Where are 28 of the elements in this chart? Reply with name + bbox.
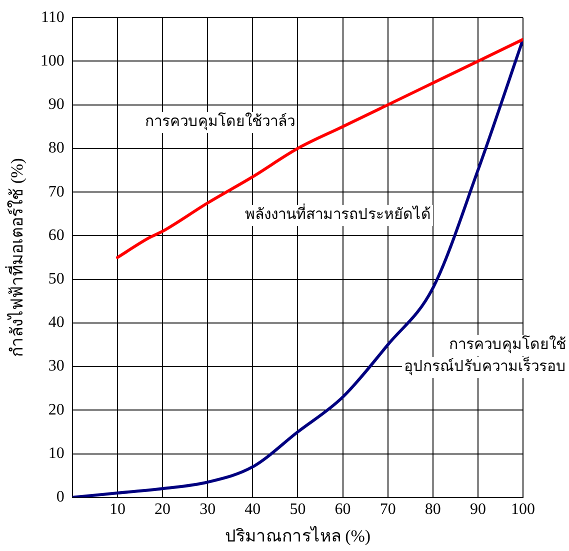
y-tick-label: 80 bbox=[48, 140, 64, 157]
annotation: พลังงานที่สามารถประหยัดได้ bbox=[245, 202, 431, 223]
x-tick-label: 90 bbox=[470, 501, 486, 518]
y-tick-label: 20 bbox=[48, 401, 64, 418]
y-axis-title: กำลังไฟฟ้าที่มอเตอร์ใช้ (%) bbox=[4, 158, 27, 357]
y-tick-label: 110 bbox=[40, 8, 64, 26]
y-tick-label: 30 bbox=[48, 358, 64, 375]
y-tick-label: 60 bbox=[48, 226, 64, 244]
y-tick-label: 0 bbox=[56, 488, 64, 506]
line-series bbox=[116, 38, 523, 259]
y-tick-label: 100 bbox=[40, 52, 64, 70]
x-tick-label: 50 bbox=[290, 501, 306, 518]
x-tick-label: 30 bbox=[200, 501, 216, 518]
y-tick-label: 40 bbox=[48, 314, 64, 332]
x-tick-label: 60 bbox=[334, 501, 351, 518]
x-tick-label: 10 bbox=[109, 501, 126, 518]
annotation: การควบคุมโดยใช้ อุปกรณ์ปรับความเร็วรอบ bbox=[404, 334, 566, 376]
x-tick-label: 20 bbox=[154, 501, 171, 518]
x-tick-label: 80 bbox=[424, 501, 441, 518]
x-tick-label: 40 bbox=[244, 501, 261, 518]
x-tick-label: 100 bbox=[511, 501, 535, 518]
x-tick-label: 70 bbox=[380, 501, 396, 518]
y-tick-label: 10 bbox=[48, 444, 64, 462]
y-tick-label: 90 bbox=[48, 96, 64, 114]
y-tick-label: 70 bbox=[48, 183, 64, 200]
x-axis-title: ปริมาณการไหล (%) bbox=[224, 525, 371, 546]
annotation: การควบคุมโดยใช้วาล์ว bbox=[145, 112, 295, 131]
y-tick-label: 50 bbox=[48, 270, 64, 288]
